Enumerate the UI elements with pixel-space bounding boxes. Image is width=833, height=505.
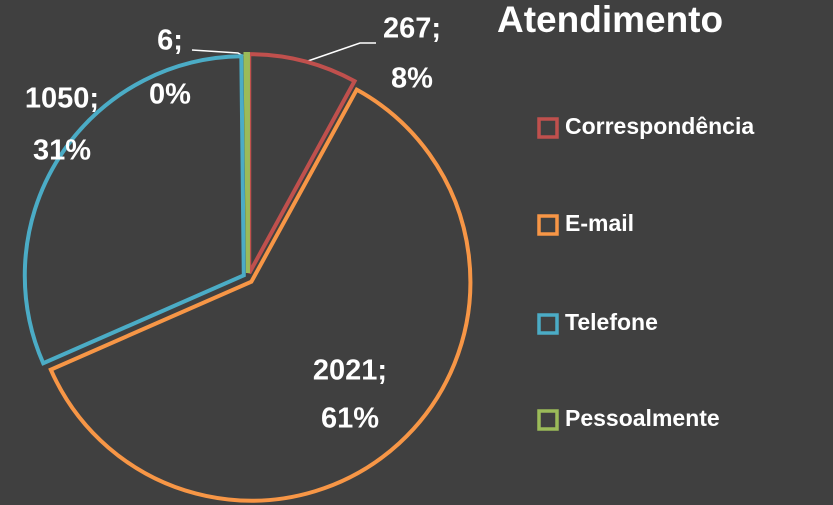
data-label: 1050; xyxy=(25,83,99,115)
pie-slice xyxy=(22,54,246,366)
legend-swatch xyxy=(537,214,559,236)
data-label: 8% xyxy=(391,63,433,95)
legend-label: Pessoalmente xyxy=(565,405,720,431)
data-label: 31% xyxy=(33,135,91,167)
legend-label: Correspondência xyxy=(565,113,754,139)
legend-swatch xyxy=(537,117,559,139)
pie-slice xyxy=(243,52,250,274)
legend-label: E-mail xyxy=(565,210,634,236)
pie-slice xyxy=(247,52,358,275)
data-label: 267; xyxy=(383,13,441,45)
data-label: 2021; xyxy=(313,355,387,387)
pie-slice xyxy=(48,86,473,503)
chart-title: Atendimento xyxy=(497,0,723,40)
legend-swatch xyxy=(537,313,559,335)
legend-swatch xyxy=(537,409,559,431)
data-label: 0% xyxy=(149,79,191,111)
data-label: 6; xyxy=(157,25,183,57)
legend-label: Telefone xyxy=(565,309,658,335)
leader-line xyxy=(304,42,376,63)
data-label: 61% xyxy=(321,403,379,435)
